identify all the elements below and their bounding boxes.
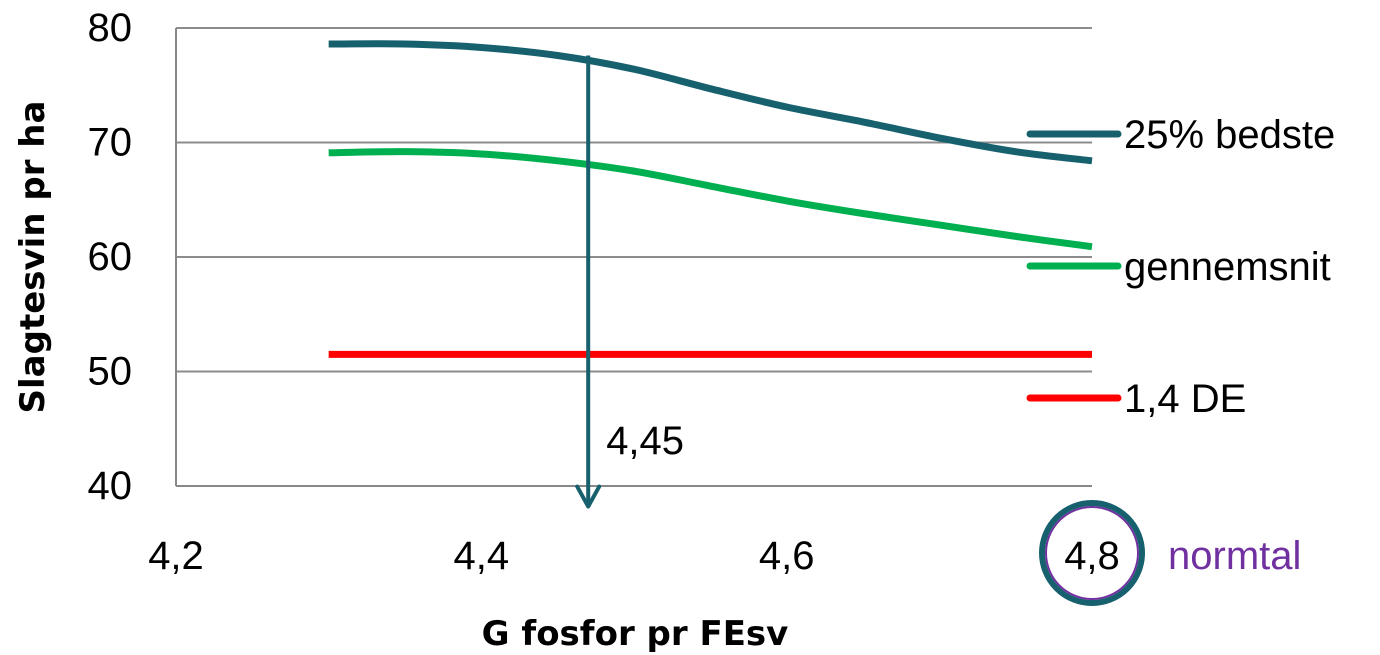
y-tick-label: 70 <box>88 121 133 165</box>
legend: 25% bedste gennemsnit 1,4 DE <box>1026 113 1335 421</box>
legend-label-0: 25% bedste <box>1124 113 1335 157</box>
series-line-1 <box>328 148 1093 251</box>
series-line-0 <box>328 40 1093 165</box>
y-tick-label: 40 <box>88 464 133 508</box>
normal-marker-label: normtal <box>1168 534 1301 578</box>
series-lines <box>328 40 1093 358</box>
legend-label-1: gennemsnit <box>1124 245 1331 289</box>
y-tick-label: 80 <box>88 6 133 50</box>
x-tick-label: 4,6 <box>759 534 815 578</box>
x-tick-label: 4,2 <box>148 534 204 578</box>
y-tick-label: 50 <box>88 350 133 394</box>
x-tick-labels: 4,2 4,4 4,6 4,8 <box>148 534 1120 578</box>
legend-label-2: 1,4 DE <box>1124 377 1246 421</box>
arrow-head <box>575 484 602 509</box>
x-tick-label: 4,4 <box>454 534 510 578</box>
x-tick-label: 4,8 <box>1064 534 1120 578</box>
y-axis-title: Slagtesvin pr ha <box>13 101 53 414</box>
normal-marker-circle <box>1039 500 1145 606</box>
gridlines <box>176 27 1092 373</box>
x-axis-title: G fosfor pr FEsv <box>482 614 789 654</box>
normal-marker-inner-ring <box>1045 506 1139 600</box>
y-tick-label: 60 <box>88 235 133 279</box>
arrow-label: 4,45 <box>606 419 684 463</box>
annotations: 4,45 normtal <box>575 55 1301 606</box>
y-tick-labels: 40 50 60 70 80 <box>88 6 133 508</box>
